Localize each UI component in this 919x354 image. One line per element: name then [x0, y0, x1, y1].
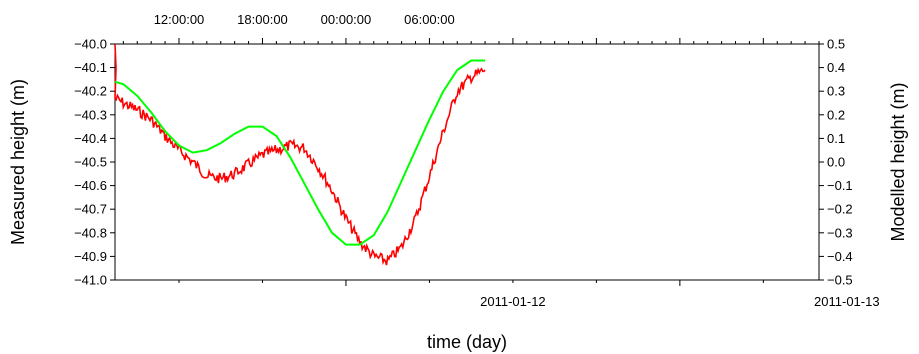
- left-tick-label: −40.1: [74, 60, 107, 75]
- left-tick-label: −40.5: [74, 155, 107, 170]
- right-tick-label: 0.2: [827, 107, 845, 122]
- top-tick-label: 06:00:00: [404, 12, 455, 27]
- bottom-tick-label: 2011-01-13: [814, 294, 880, 309]
- left-tick-label: −40.6: [74, 178, 107, 193]
- left-tick-label: −40.7: [74, 202, 107, 217]
- left-tick-label: −40.8: [74, 225, 107, 240]
- right-tick-label: −0.4: [827, 249, 853, 264]
- right-tick-label: −0.2: [827, 202, 853, 217]
- left-tick-label: −40.4: [74, 131, 107, 146]
- left-y-axis-title: Measured height (m): [8, 79, 28, 245]
- modelled-height-line: [114, 59, 486, 246]
- measured-height-line: [114, 43, 486, 266]
- top-tick-label: 00:00:00: [321, 12, 372, 27]
- right-tick-label: 0.0: [827, 155, 845, 170]
- right-tick-label: 0.1: [827, 131, 845, 146]
- ticks-layer: −40.0 −40.1 −40.2 −40.3 −40.4 −40.5 −40.6 −40.7…: [74, 12, 880, 309]
- right-tick-label: −0.5: [827, 273, 853, 288]
- left-tick-label: −40.3: [74, 107, 107, 122]
- right-tick-label: 0.5: [827, 37, 845, 52]
- top-tick-label: 12:00:00: [154, 12, 205, 27]
- top-tick-label: 18:00:00: [237, 12, 288, 27]
- left-tick-label: −41.0: [74, 273, 107, 288]
- right-tick-label: 0.4: [827, 60, 845, 75]
- left-tick-label: −40.2: [74, 84, 107, 99]
- x-axis-title: time (day): [427, 332, 507, 352]
- left-tick-label: −40.0: [74, 37, 107, 52]
- right-tick-label: −0.3: [827, 225, 853, 240]
- series-layer: [114, 43, 486, 266]
- right-tick-label: −0.1: [827, 178, 853, 193]
- left-tick-label: −40.9: [74, 249, 107, 264]
- right-tick-label: 0.3: [827, 84, 845, 99]
- right-y-axis-title: Modelled height (m): [888, 82, 908, 241]
- bottom-tick-label: 2011-01-12: [480, 294, 546, 309]
